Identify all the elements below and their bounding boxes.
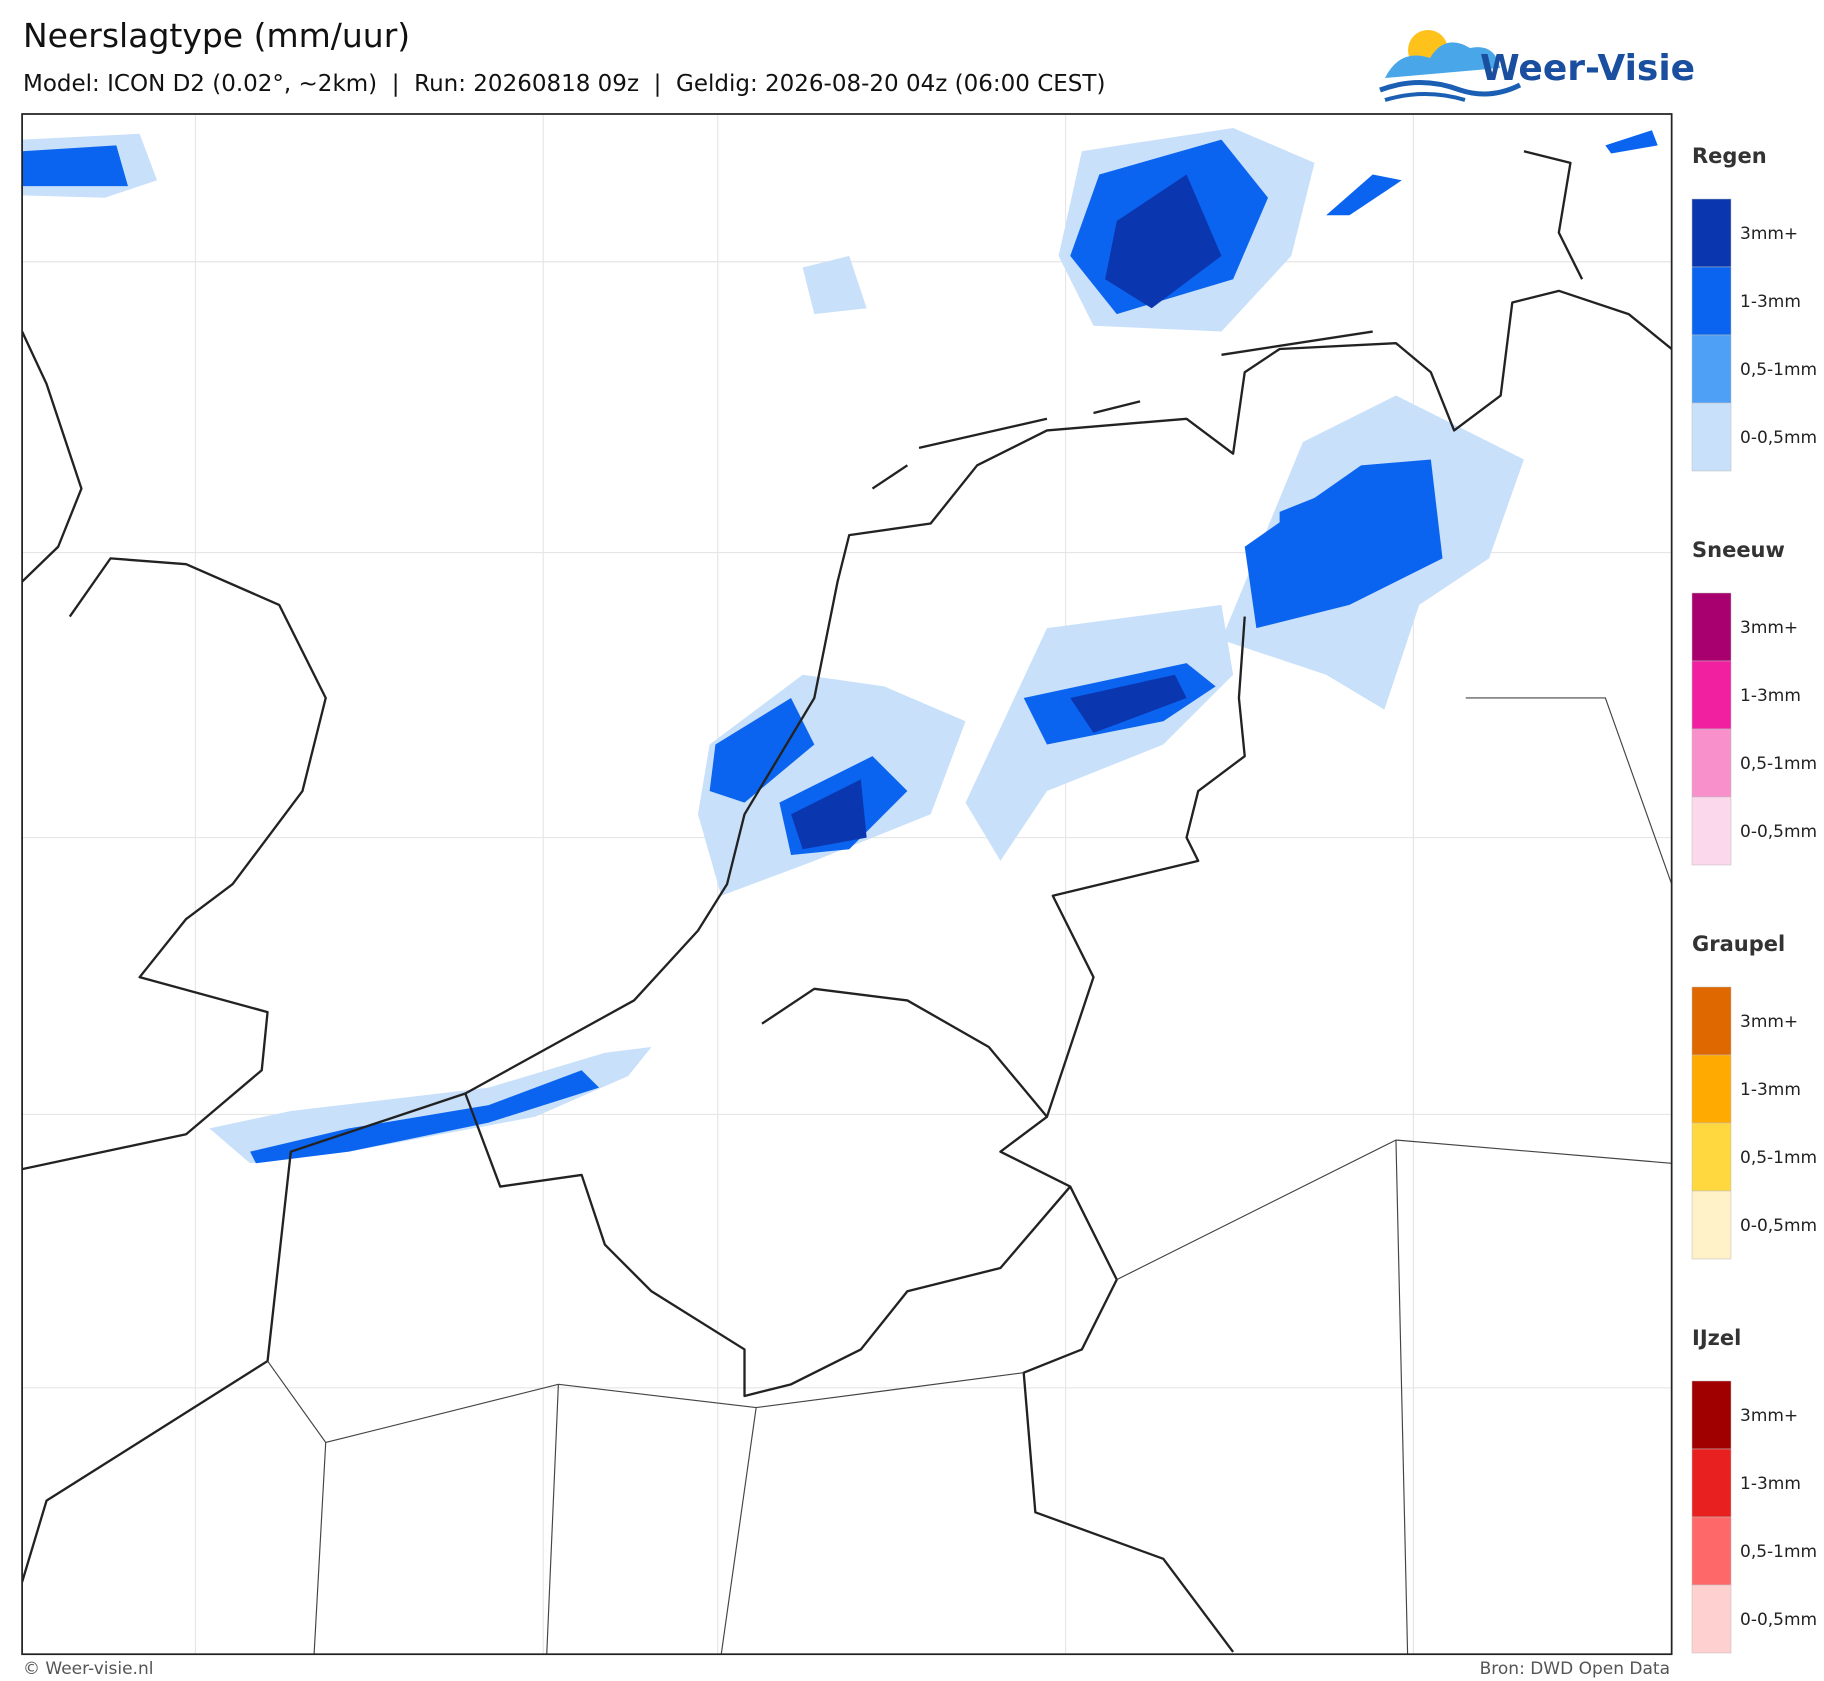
- legend-swatch: [1691, 402, 1732, 472]
- borders: [267, 697, 1672, 1655]
- logo-text: Weer-Visie: [1480, 48, 1695, 89]
- legend-swatch: [1691, 334, 1732, 404]
- legend-swatch: [1691, 1584, 1732, 1654]
- map: [21, 113, 1673, 1656]
- precipitation: [22, 127, 1658, 1164]
- coastlines: [22, 150, 1672, 1653]
- legend-label: 1-3mm: [1740, 1474, 1801, 1494]
- legend-swatch: [1691, 198, 1732, 268]
- legend-label: 3mm+: [1740, 224, 1798, 244]
- legend-swatch: [1691, 1122, 1732, 1192]
- legend-label: 1-3mm: [1740, 686, 1801, 706]
- legend-swatch: [1691, 1448, 1732, 1518]
- legend-swatch: [1691, 1054, 1732, 1124]
- credit: © Weer-visie.nl: [23, 1659, 153, 1679]
- legend-swatch: [1691, 1190, 1732, 1260]
- title: Neerslagtype (mm/uur): [23, 16, 410, 55]
- legend-swatch: [1691, 592, 1732, 662]
- legend-label: 3mm+: [1740, 1012, 1798, 1032]
- legend: Regen 3mm+ 1-3mm 0,5-1mm 0-0,5mm Sneeuw 3mm+ 1-…: [1691, 144, 1817, 1654]
- legend-swatch: [1691, 1516, 1732, 1586]
- legend-title: Sneeuw: [1692, 538, 1785, 562]
- legend-title: Regen: [1692, 144, 1767, 168]
- legend-title: Graupel: [1692, 932, 1785, 956]
- source: Bron: DWD Open Data: [1480, 1659, 1670, 1679]
- subtitle: Model: ICON D2 (0.02°, ~2km) | Run: 2026…: [23, 71, 1105, 97]
- legend-swatch: [1691, 728, 1732, 798]
- legend-swatch: [1691, 660, 1732, 730]
- legend-label: 3mm+: [1740, 1406, 1798, 1426]
- legend-label: 0,5-1mm: [1740, 754, 1817, 774]
- legend-label: 0,5-1mm: [1740, 360, 1817, 380]
- legend-swatch: [1691, 986, 1732, 1056]
- legend-swatch: [1691, 266, 1732, 336]
- legend-label: 0-0,5mm: [1740, 1610, 1817, 1630]
- legend-label: 0,5-1mm: [1740, 1148, 1817, 1168]
- legend-label: 3mm+: [1740, 618, 1798, 638]
- legend-label: 1-3mm: [1740, 1080, 1801, 1100]
- legend-label: 1-3mm: [1740, 292, 1801, 312]
- legend-title: IJzel: [1692, 1326, 1741, 1350]
- legend-swatch: [1691, 1380, 1732, 1450]
- legend-swatch: [1691, 796, 1732, 866]
- grid: [22, 114, 1672, 1655]
- legend-label: 0-0,5mm: [1740, 822, 1817, 842]
- logo: Weer-Visie: [1379, 30, 1695, 102]
- legend-label: 0-0,5mm: [1740, 1216, 1817, 1236]
- legend-label: 0,5-1mm: [1740, 1542, 1817, 1562]
- legend-label: 0-0,5mm: [1740, 428, 1817, 448]
